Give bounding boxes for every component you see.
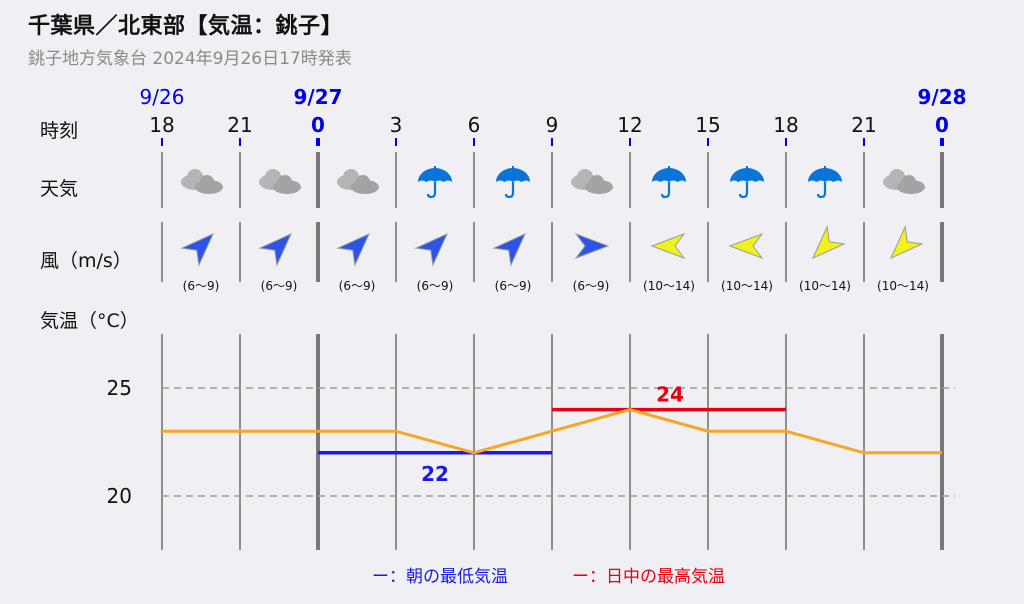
hour-label: 0	[935, 113, 949, 137]
cloud-icon	[337, 169, 379, 194]
wind-arrow-icon	[336, 232, 371, 267]
hour-label: 9	[546, 113, 559, 137]
cloud-icon	[883, 169, 925, 194]
wind-range-label: (10〜14)	[643, 279, 695, 293]
hour-label: 18	[149, 113, 174, 137]
wind-range-label: (6〜9)	[573, 279, 610, 293]
wind-range-label: (6〜9)	[339, 279, 376, 293]
umbrella-icon	[808, 166, 842, 199]
wind-row-label: 風（m/s）	[40, 250, 132, 272]
weather-row-label: 天気	[40, 178, 79, 200]
date-label: 9/27	[293, 85, 342, 109]
min-temp-label: 22	[421, 462, 449, 486]
wind-arrow-icon	[728, 232, 764, 260]
wind-range-label: (10〜14)	[799, 279, 851, 293]
cloud-icon	[571, 169, 613, 194]
cloud-icon	[181, 169, 223, 194]
temperature-row-label: 気温（°C）	[40, 310, 139, 332]
umbrella-icon	[496, 166, 530, 199]
wind-range-label: (6〜9)	[183, 279, 220, 293]
hour-label: 21	[851, 113, 876, 137]
umbrella-icon	[730, 166, 764, 199]
legend-max-temp: ー：日中の最高気温	[572, 567, 725, 587]
wind-arrow-icon	[414, 232, 449, 267]
hour-label: 6	[468, 113, 481, 137]
wind-range-label: (10〜14)	[877, 279, 929, 293]
page-subtitle: 銚子地方気象台 2024年9月26日17時発表	[28, 49, 352, 69]
legend-min-temp: ー：朝の最低気温	[372, 567, 508, 587]
umbrella-icon	[652, 166, 686, 199]
wind-arrow-icon	[258, 232, 293, 267]
wind-range-label: (6〜9)	[417, 279, 454, 293]
wind-range-label: (6〜9)	[495, 279, 532, 293]
max-temp-label: 24	[656, 383, 684, 407]
hour-label: 18	[773, 113, 798, 137]
wind-range-label: (6〜9)	[261, 279, 298, 293]
time-row-label: 時刻	[40, 120, 79, 142]
wind-arrow-icon	[492, 232, 527, 267]
hour-label: 12	[617, 113, 642, 137]
date-label: 9/28	[917, 85, 966, 109]
y-tick-label: 25	[107, 376, 132, 400]
wind-arrow-icon	[889, 225, 924, 260]
wind-arrow-icon	[574, 232, 610, 260]
hour-label: 3	[390, 113, 403, 137]
wind-arrow-icon	[811, 225, 846, 260]
wind-range-label: (10〜14)	[721, 279, 773, 293]
hour-label: 0	[311, 113, 325, 137]
hour-label: 21	[227, 113, 252, 137]
page-title: 千葉県／北東部【気温：銚子】	[28, 14, 344, 39]
date-label: 9/26	[140, 85, 185, 109]
umbrella-icon	[418, 166, 452, 199]
y-tick-label: 20	[107, 484, 132, 508]
hour-label: 15	[695, 113, 720, 137]
cloud-icon	[259, 169, 301, 194]
wind-arrow-icon	[650, 232, 686, 260]
wind-arrow-icon	[180, 232, 215, 267]
